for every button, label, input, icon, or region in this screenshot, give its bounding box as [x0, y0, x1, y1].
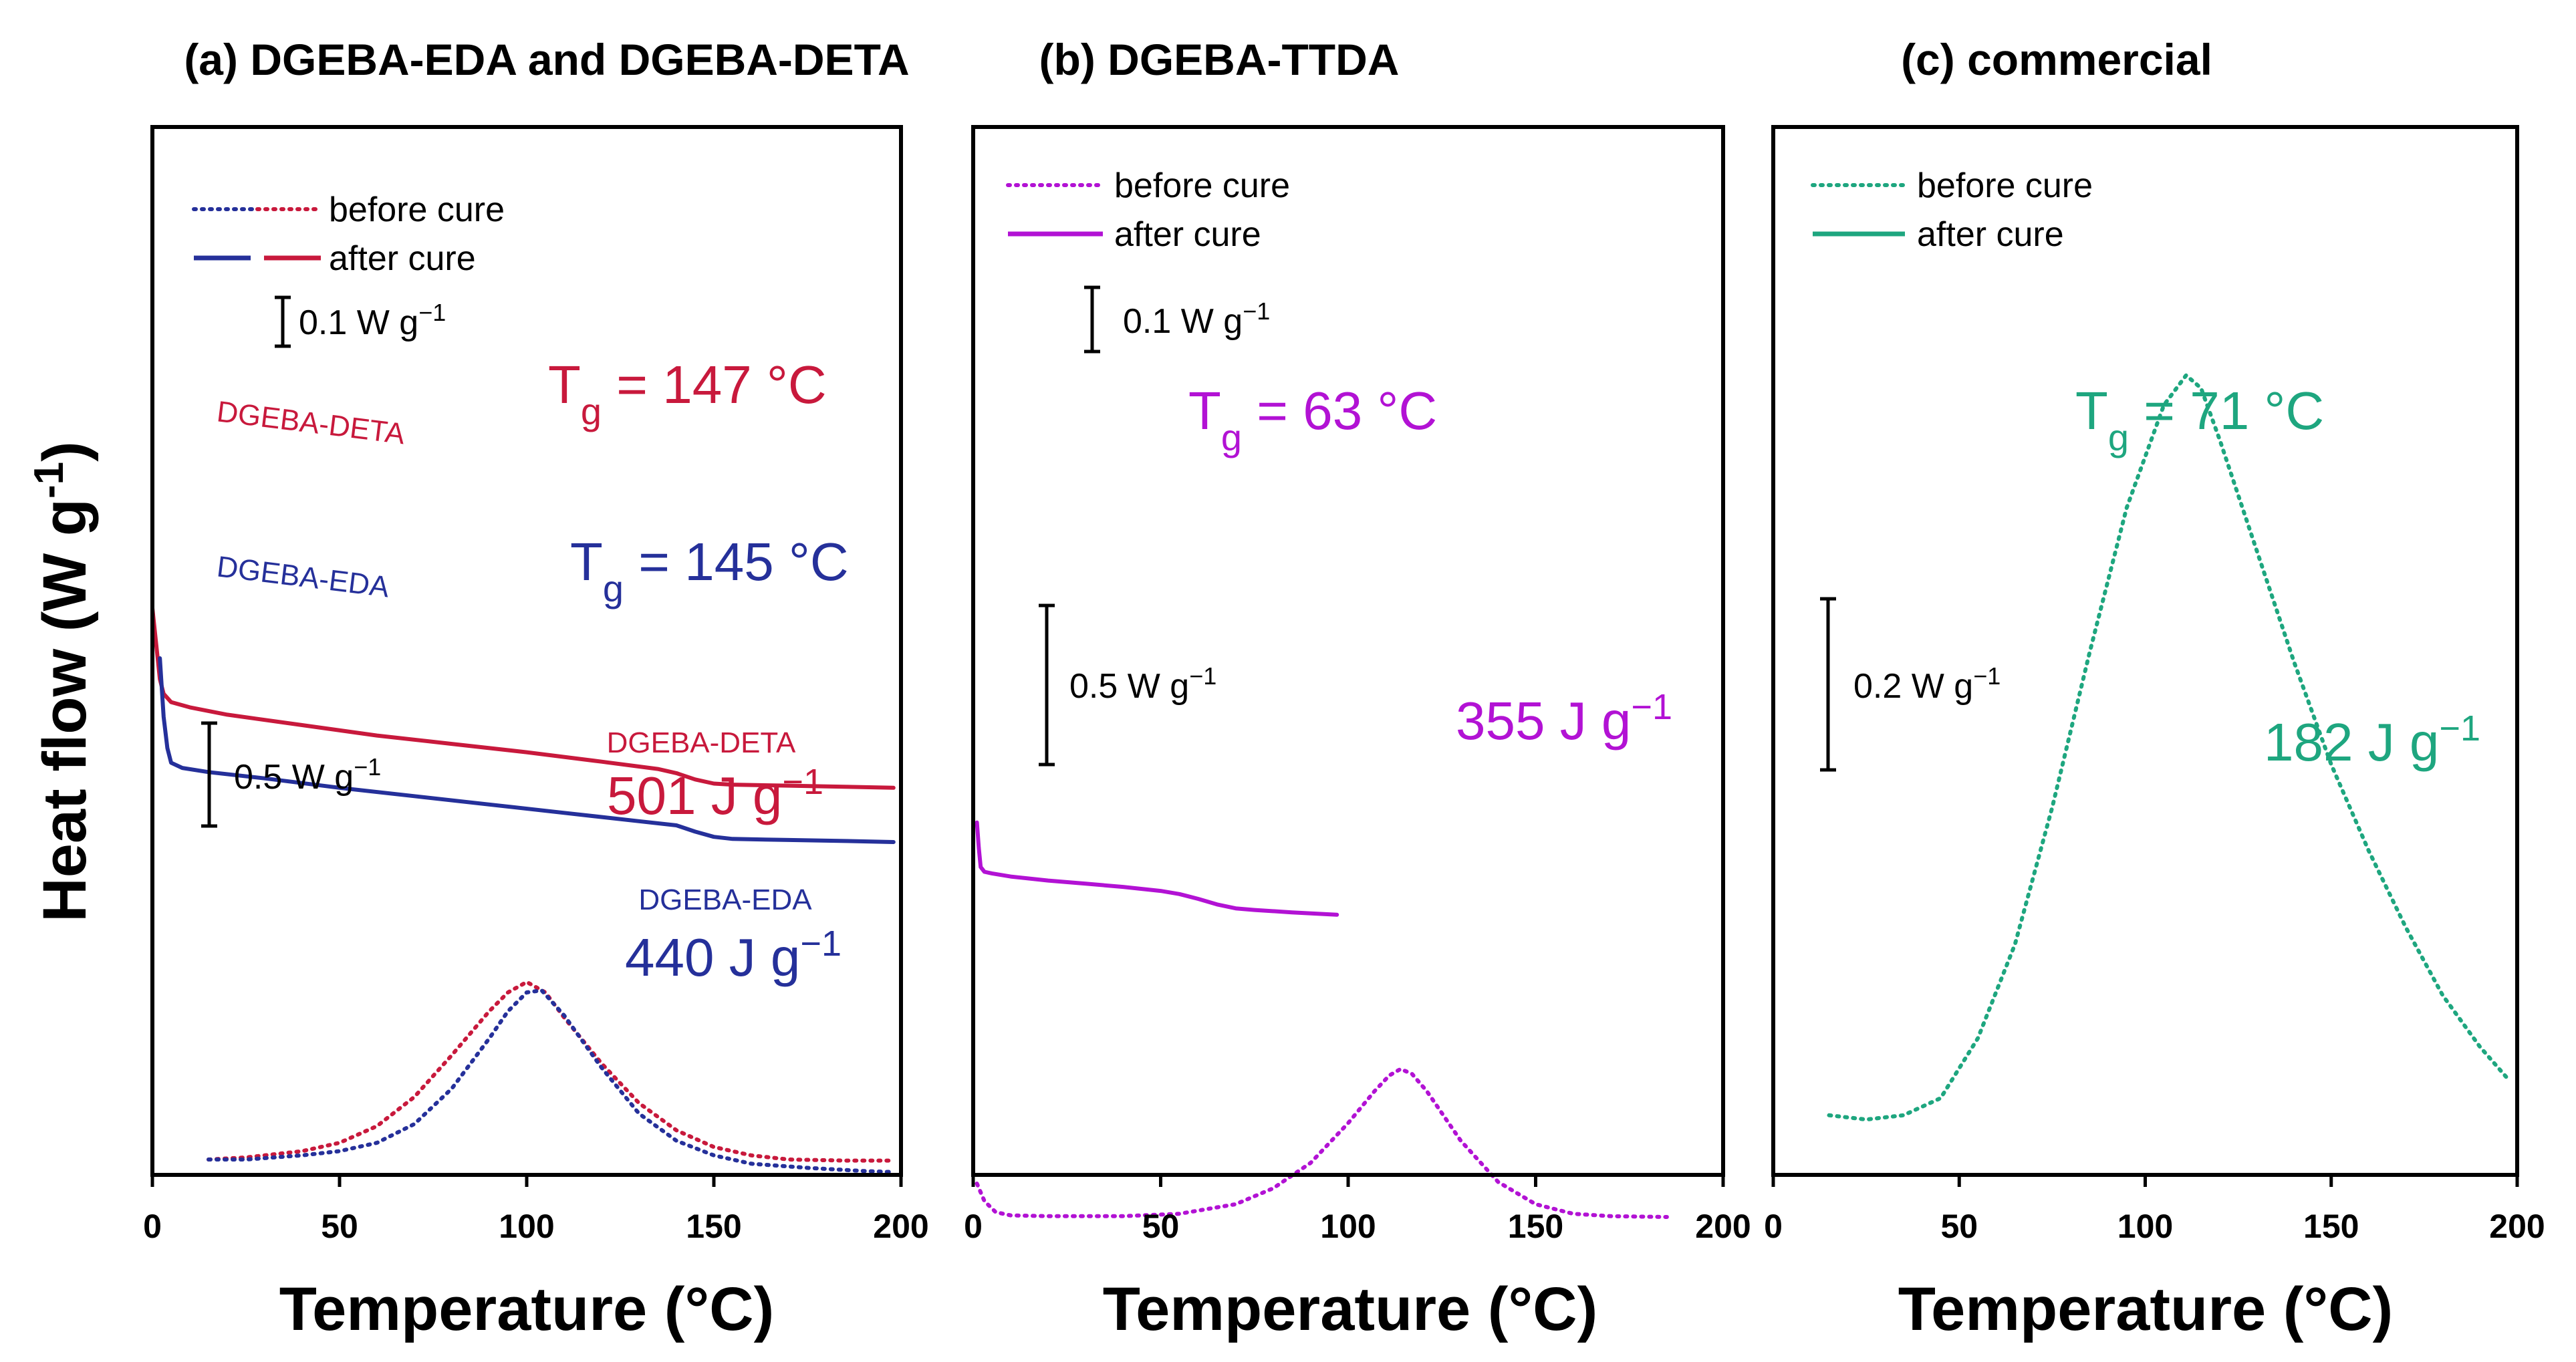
panel-b-xlabel: Temperature (°C)	[1103, 1275, 1598, 1343]
dgeba-eda-before-cure-line	[207, 988, 896, 1174]
x-tick-label: 50	[1940, 1208, 1978, 1245]
legend-before-label: before cure	[1917, 166, 2093, 205]
x-tick-label: 50	[1142, 1208, 1180, 1245]
panel-a-xlabel: Temperature (°C)	[279, 1275, 775, 1343]
panel-a-scale-large: 0.5 W g−1	[201, 721, 381, 828]
commercial-enthalpy-value: 182 J g−1	[2264, 708, 2480, 772]
panel-c-legend: before cure after cure	[1811, 166, 2093, 254]
panel-c-plot	[1827, 373, 2512, 1122]
x-tick-label: 150	[1508, 1208, 1563, 1245]
panel-b-plot	[975, 820, 1669, 1219]
x-tick-label: 100	[499, 1208, 554, 1245]
scale-bar-icon	[1820, 597, 1836, 772]
y-axis-label: Heat flow (W g-1)	[26, 441, 100, 922]
legend-before-label: before cure	[1114, 166, 1290, 205]
scale-bar-label: 0.5 W g−1	[1069, 662, 1216, 706]
x-tick-label: 0	[964, 1208, 983, 1245]
scale-bar-icon	[1084, 285, 1100, 354]
panel-c: (c) commercial 0 50 100 150 200 Temperature …	[1764, 35, 2545, 1343]
scale-bar-label: 0.2 W g−1	[1853, 662, 2001, 706]
panel-b: (b) DGEBA-TTDA 0 50 100 150 200 Temperature …	[964, 35, 1751, 1343]
commercial-tg-label: Tg = 71 °C	[2075, 381, 2324, 458]
x-tick-label: 100	[2117, 1208, 2173, 1245]
legend-after-label: after cure	[1114, 215, 1261, 254]
panel-c-xticks: 0 50 100 150 200	[1764, 1175, 2545, 1245]
scale-bar-label: 0.5 W g−1	[234, 753, 381, 797]
legend-after-label: after cure	[1917, 215, 2064, 254]
x-tick-label: 100	[1320, 1208, 1376, 1245]
scale-bar-icon	[1039, 603, 1055, 767]
panel-b-title: (b) DGEBA-TTDA	[1039, 35, 1400, 84]
scale-bar-label: 0.1 W g−1	[1123, 297, 1270, 342]
scale-bar-icon	[275, 295, 291, 348]
x-tick-label: 0	[1764, 1208, 1783, 1245]
dgeba-ttda-before-cure-line	[975, 1067, 1669, 1219]
deta-curve-label: DGEBA-DETA	[215, 395, 407, 450]
panel-b-scale-small: 0.1 W g−1	[1084, 285, 1270, 354]
panel-a-plot	[150, 606, 896, 1174]
commercial-before-cure-line	[1827, 373, 2512, 1122]
deta-tg-label: Tg = 147 °C	[548, 355, 827, 432]
x-tick-label: 200	[1695, 1208, 1751, 1245]
panel-c-xlabel: Temperature (°C)	[1898, 1275, 2394, 1343]
x-tick-label: 150	[2303, 1208, 2359, 1245]
eda-tg-label: Tg = 145 °C	[570, 532, 849, 609]
ttda-tg-label: Tg = 63 °C	[1188, 381, 1437, 458]
panel-a-title: (a) DGEBA-EDA and DGEBA-DETA	[184, 35, 909, 84]
eda-curve-label: DGEBA-EDA	[215, 550, 392, 603]
dgeba-ttda-after-cure-line	[975, 820, 1339, 917]
eda-enthalpy-name: DGEBA-EDA	[638, 883, 812, 916]
x-tick-label: 200	[2489, 1208, 2545, 1245]
dgeba-deta-after-cure-line	[150, 606, 896, 790]
panel-a-frame	[150, 125, 903, 1177]
deta-enthalpy-value: 501 J g−1	[607, 762, 823, 825]
panel-c-frame	[1771, 125, 2519, 1177]
dgeba-deta-before-cure-line	[207, 980, 896, 1163]
x-tick-label: 50	[321, 1208, 358, 1245]
panel-b-xticks: 0 50 100 150 200	[964, 1175, 1751, 1245]
panel-b-legend: before cure after cure	[1006, 166, 1290, 254]
deta-enthalpy-name: DGEBA-DETA	[607, 726, 796, 759]
panel-a: (a) DGEBA-EDA and DGEBA-DETA 0 50 100 150 20…	[143, 35, 929, 1343]
panel-a-legend: before cure after cure	[192, 190, 505, 278]
ttda-enthalpy-value: 355 J g−1	[1456, 687, 1672, 751]
legend-before-label: before cure	[329, 190, 505, 229]
x-tick-label: 200	[873, 1208, 928, 1245]
eda-enthalpy-value: 440 J g−1	[625, 924, 842, 987]
scale-bar-icon	[201, 721, 217, 828]
panel-a-xticks: 0 50 100 150 200	[143, 1175, 929, 1245]
legend-after-label: after cure	[329, 239, 476, 278]
panel-b-frame	[971, 125, 1725, 1177]
x-tick-label: 0	[143, 1208, 162, 1245]
dgeba-eda-after-cure-line	[158, 656, 896, 844]
panel-a-scale-small: 0.1 W g−1	[275, 295, 446, 348]
scale-bar-label: 0.1 W g−1	[299, 299, 446, 343]
x-tick-label: 150	[686, 1208, 741, 1245]
panel-b-scale-large: 0.5 W g−1	[1039, 603, 1216, 767]
panel-c-scale: 0.2 W g−1	[1820, 597, 2001, 772]
panel-c-title: (c) commercial	[1901, 35, 2212, 84]
